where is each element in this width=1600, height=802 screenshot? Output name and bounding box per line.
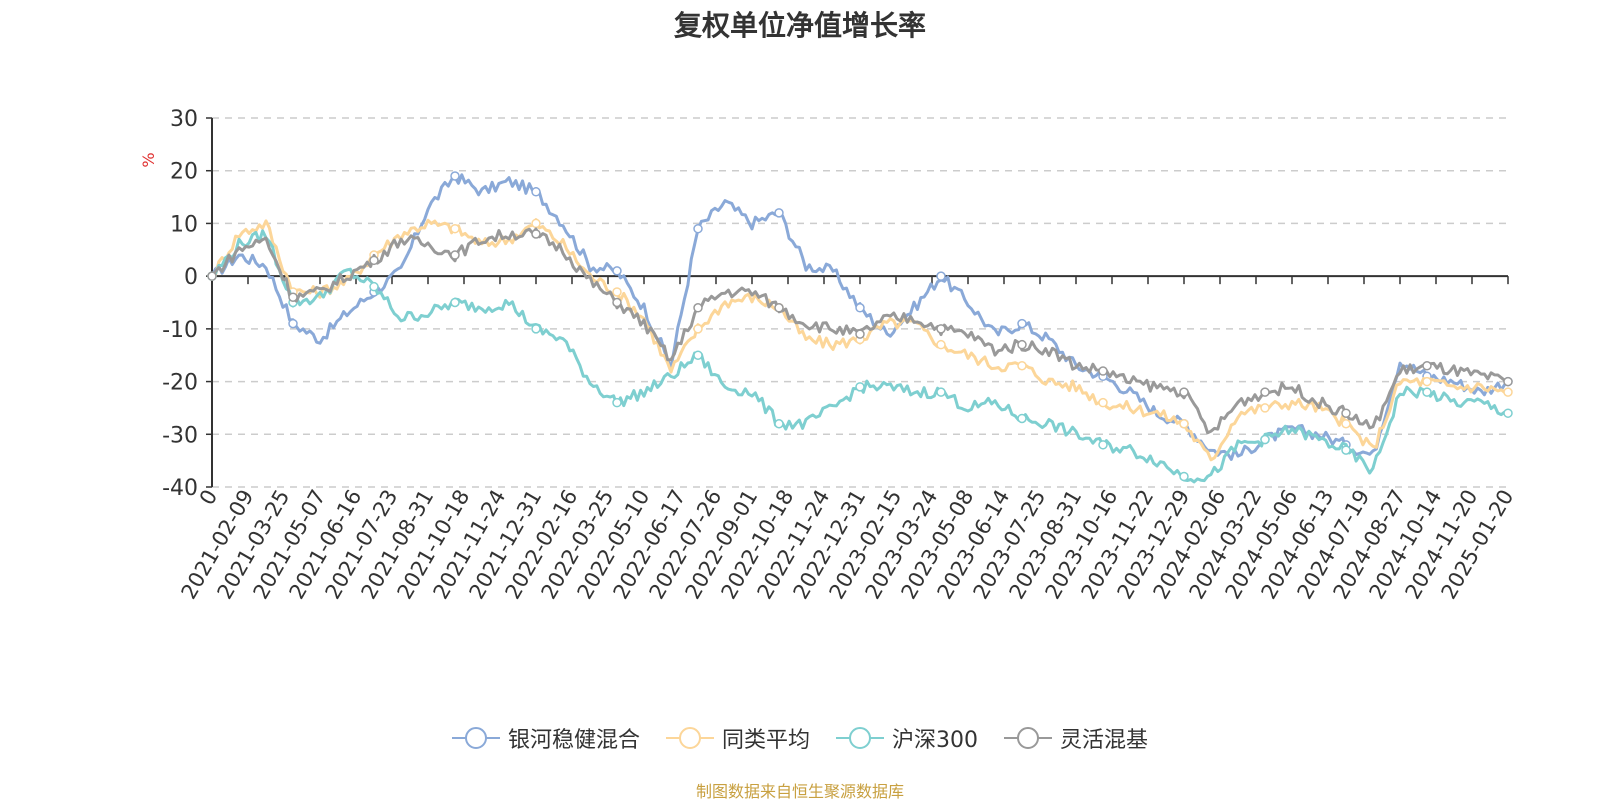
data-point [1341,418,1351,429]
data-point [612,266,622,276]
legend-label: 银河稳健混合 [507,728,640,753]
data-point [531,324,541,334]
legend-item[interactable]: 同类平均 [665,722,810,754]
data-point [693,223,703,234]
data-point [1017,361,1027,371]
data-point [1422,376,1432,387]
data-point [1098,397,1108,408]
legend-label: 沪深300 [892,728,978,753]
legend-symbol-icon [836,727,884,749]
x-tick-label: 0 [195,486,222,510]
data-point [855,303,865,313]
data-point [450,223,460,234]
legend-label: 灵活混基 [1060,728,1149,753]
legend-symbol-icon [451,727,500,749]
y-axis-label: % [139,152,158,167]
data-point [531,218,541,229]
data-point [774,303,784,313]
series-lines [207,171,1513,484]
data-point [1503,376,1513,387]
legend-symbol-icon [1004,727,1052,749]
data-point [1017,413,1027,424]
data-point [450,297,460,308]
grid-lines [212,117,1508,488]
data-point [1179,418,1189,429]
y-tick-label: 10 [170,212,198,237]
data-point [936,387,946,397]
series-line [211,229,1509,484]
axes: 3020100-10-20-30-4002021-02-092021-03-25… [162,107,1518,603]
data-point [936,339,946,350]
data-point [693,350,703,360]
data-point [1179,471,1189,482]
data-point [612,397,622,408]
data-point [936,324,946,334]
y-tick-label: -10 [162,318,198,343]
legend-label: 同类平均 [721,728,810,753]
data-point [612,287,622,297]
data-point [693,303,703,313]
legend: 银河稳健混合 同类平均 沪深300 灵活混基 [0,722,1600,754]
legend-symbol-icon [665,727,714,749]
data-point [1179,387,1189,397]
data-point [369,281,379,292]
data-point [1503,387,1513,397]
data-point [693,324,703,334]
data-point [450,250,460,260]
data-point [288,292,298,302]
y-tick-label: -40 [162,476,198,501]
data-point [1098,440,1108,450]
data-point [1098,366,1108,376]
data-point [1341,445,1351,455]
chart-title: 复权单位净值增长率 [673,9,926,42]
data-point [1260,434,1270,445]
data-point [1017,339,1027,350]
data-point [936,271,946,281]
data-point [1503,408,1513,418]
data-point [774,208,784,218]
data-point [1341,408,1351,418]
data-point [855,382,865,392]
legend-item[interactable]: 银河稳健混合 [451,722,640,754]
data-point [1260,387,1270,397]
data-point [1422,387,1432,397]
data-point [1260,403,1270,413]
legend-item[interactable]: 沪深300 [836,722,978,754]
data-point [531,187,541,197]
data-point [1422,361,1432,371]
data-point [1017,318,1027,329]
legend-item[interactable]: 灵活混基 [1004,722,1148,754]
data-point [855,329,865,339]
data-point [774,418,784,429]
y-tick-label: 30 [170,107,198,132]
data-point [288,318,298,329]
y-tick-label: 20 [170,160,198,185]
data-point [531,229,541,239]
y-tick-label: -30 [162,423,198,448]
data-point [207,271,217,281]
y-tick-label: 0 [184,265,198,290]
data-point [612,297,622,308]
data-point [450,171,460,181]
data-point [369,255,379,266]
source-note: 制图数据来自恒生聚源数据库 [695,782,904,801]
y-tick-label: -20 [162,371,198,396]
